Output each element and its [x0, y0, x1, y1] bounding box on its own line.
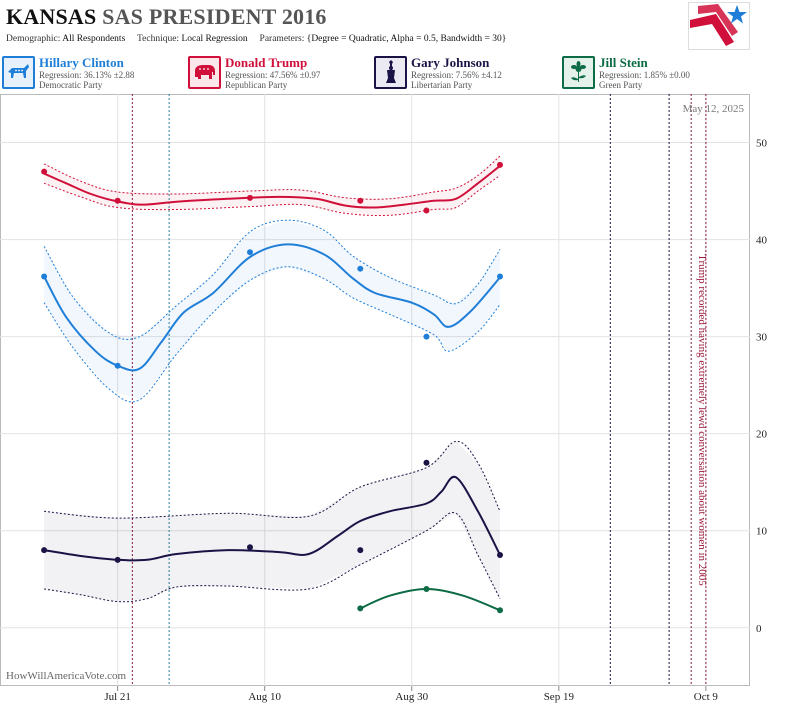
parameters-label: Parameters:: [259, 34, 305, 44]
gary-johnson-upper-bound: [44, 440, 501, 519]
gary-johnson-poll-point: [423, 459, 430, 466]
gary-johnson-poll-point: [357, 547, 364, 554]
hillary-clinton-poll-point: [497, 273, 503, 280]
hillary-clinton-upper-bound: [43, 219, 501, 340]
candidate-party: Republican Party: [225, 80, 288, 90]
gary-johnson-poll-point: [41, 547, 48, 554]
candidate-name: Donald Trump: [225, 55, 308, 70]
plot-background: [0, 94, 750, 686]
chart-date: May 12, 2025: [683, 103, 745, 115]
y-tick-label: 40: [756, 235, 768, 247]
hillary-clinton-lower-bound: [43, 266, 501, 403]
candidate-card-clinton: Hillary Clinton Regression: 36.13% ±2.88…: [2, 55, 184, 91]
axes: 0 10 20 30 40 50 Jul 21 Aug 10 Aug 30 Sep 19 Oct 9: [104, 138, 767, 703]
x-tick-label: Sep 19: [544, 691, 575, 703]
y-tick-label: 50: [756, 138, 768, 150]
candidate-name: Gary Johnson: [411, 55, 490, 70]
candidate-regression: Regression: 47.56% ±0.97: [225, 70, 321, 80]
gary-johnson-poll-point: [247, 544, 253, 551]
poll-points: [41, 161, 503, 614]
demographic-value: All Respondents: [62, 34, 126, 44]
candidate-party: Green Party: [599, 80, 643, 90]
x-tick-label: Aug 30: [395, 691, 428, 703]
candidate-name: Hillary Clinton: [39, 55, 124, 70]
donald-trump-poll-point: [497, 161, 503, 168]
jill-stein-poll-point: [497, 607, 503, 614]
donald-trump-poll-point: [41, 168, 48, 175]
candidate-card-johnson: Gary Johnson Regression: 7.56% ±4.12 Lib…: [374, 55, 556, 91]
donkey-icon: [2, 56, 35, 89]
state-name: KANSAS: [6, 4, 97, 29]
technique-label: Technique:: [137, 34, 180, 44]
donald-trump-poll-point: [357, 197, 364, 204]
event-annotation: Trump recorded having extremely lewd con…: [696, 254, 708, 586]
gary-johnson-poll-point: [114, 556, 121, 563]
technique-value: Local Regression: [181, 34, 248, 44]
y-tick-label: 10: [756, 526, 768, 538]
elephant-icon: [188, 56, 221, 89]
candidate-party: Democratic Party: [39, 80, 103, 90]
chart-title: KANSAS SAS PRESIDENT 2016: [6, 4, 327, 30]
hillary-clinton-poll-point: [357, 265, 364, 272]
jill-stein-poll-point: [423, 585, 430, 592]
green-flower-icon: [562, 56, 595, 89]
watermark: HowWillAmericaVote.com: [6, 670, 126, 682]
donald-trump-band: [44, 156, 500, 216]
x-tick-label: Oct 9: [694, 691, 719, 703]
candidate-regression: Regression: 7.56% ±4.12: [411, 70, 502, 80]
hillary-clinton-poll-point: [423, 333, 430, 340]
y-tick-label: 20: [756, 429, 768, 441]
donald-trump-upper-bound: [43, 155, 501, 200]
gary-johnson-lower-bound: [44, 512, 501, 603]
liberty-torch-icon: [374, 56, 407, 89]
hillary-clinton-poll-point: [41, 273, 48, 280]
candidate-regression: Regression: 1.85% ±0.00: [599, 70, 690, 80]
parameters-line: Demographic: All Respondents Technique: …: [6, 34, 506, 44]
y-tick-label: 30: [756, 332, 768, 344]
hillary-clinton-band: [44, 220, 500, 400]
x-tick-label: Jul 21: [104, 691, 131, 703]
race-name: SAS PRESIDENT 2016: [102, 4, 327, 29]
donald-trump-poll-point: [423, 207, 430, 214]
donald-trump-poll-point: [114, 197, 121, 204]
jill-stein-poll-point: [357, 605, 364, 612]
candidate-card-stein: Jill Stein Regression: 1.85% ±0.00 Green…: [562, 55, 744, 91]
y-tick-label: 0: [756, 623, 762, 635]
site-logo-icon: [688, 2, 750, 50]
hillary-clinton-poll-point: [247, 249, 253, 256]
plot-frame: [0, 94, 750, 686]
poll-chart: Trump recorded having extremely lewd con…: [0, 94, 768, 703]
gary-johnson-band: [44, 441, 500, 602]
donald-trump-poll-point: [247, 194, 253, 201]
demographic-label: Demographic:: [6, 34, 61, 44]
x-tick-label: Aug 10: [248, 691, 281, 703]
donald-trump-lower-bound: [43, 175, 501, 217]
candidate-regression: Regression: 36.13% ±2.88: [39, 70, 135, 80]
event-lines: Trump recorded having extremely lewd con…: [131, 94, 708, 686]
gary-johnson-poll-point: [497, 551, 503, 558]
candidate-name: Jill Stein: [599, 55, 648, 70]
candidate-card-trump: Donald Trump Regression: 47.56% ±0.97 Re…: [188, 55, 370, 91]
donald-trump-regression-line: [43, 165, 501, 209]
parameters-value: {Degree = Quadratic, Alpha = 0.5, Bandwi…: [306, 34, 507, 44]
gary-johnson-regression-line: [43, 475, 501, 562]
confidence-bands: [43, 155, 501, 603]
hillary-clinton-poll-point: [114, 362, 121, 369]
candidate-party: Libertarian Party: [411, 80, 473, 90]
